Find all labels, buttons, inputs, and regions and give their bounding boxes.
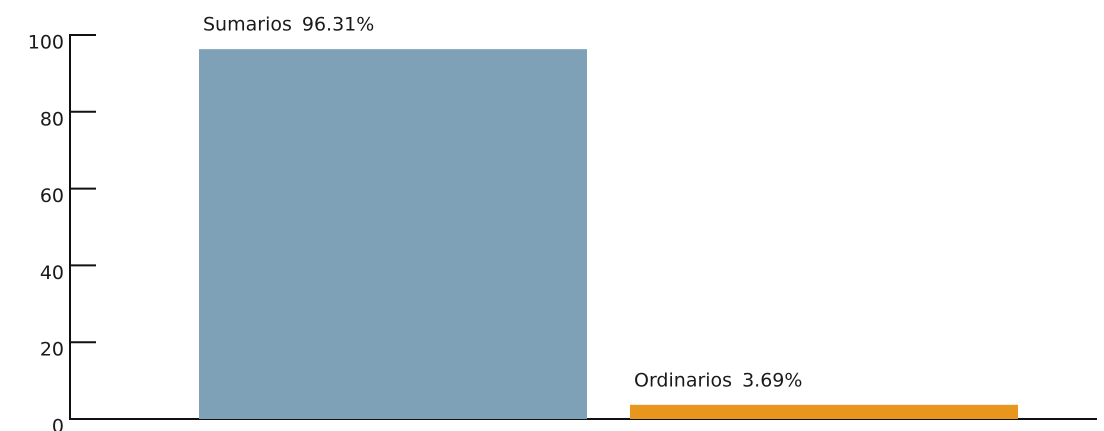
value-label: 3.69%	[742, 369, 802, 391]
y-tick-label: 20	[40, 339, 64, 361]
y-tick-label: 40	[40, 262, 64, 284]
value-label: 96.31%	[302, 14, 374, 36]
bar	[199, 49, 587, 419]
y-tick-label: 0	[52, 416, 64, 431]
y-tick-label: 100	[28, 32, 64, 54]
y-tick-label: 60	[40, 185, 64, 207]
category-label: Sumarios	[203, 14, 292, 36]
bar	[630, 404, 1018, 419]
category-label: Ordinarios	[634, 369, 732, 391]
y-tick-label: 80	[40, 108, 64, 130]
